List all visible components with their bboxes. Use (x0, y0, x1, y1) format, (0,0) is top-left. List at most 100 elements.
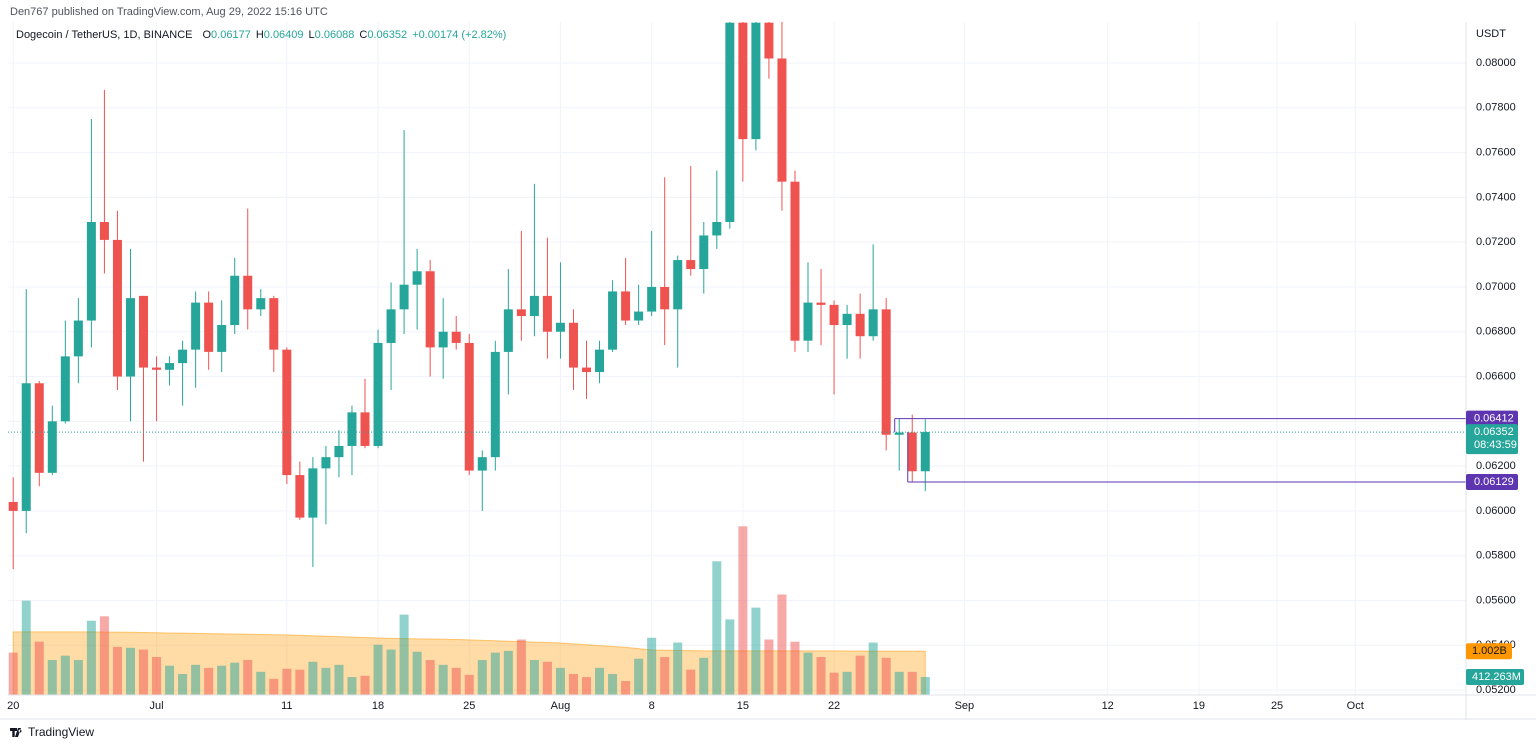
volume-bar (842, 671, 852, 695)
volume-bar (712, 561, 722, 695)
volume-bar (321, 667, 331, 695)
volume-bar (282, 668, 292, 695)
volume-bar (204, 667, 214, 695)
x-tick-label: Oct (1347, 700, 1364, 712)
volume-bar (438, 664, 448, 695)
candle-body (438, 331, 448, 348)
volume-bar (47, 660, 57, 695)
x-tick-label: 25 (1271, 700, 1283, 712)
candle-body (295, 475, 305, 518)
candle-body (712, 221, 722, 236)
candle-body (73, 320, 83, 357)
y-tick-label: 0.07800 (1476, 102, 1516, 114)
y-tick-label: 0.07200 (1476, 236, 1516, 248)
x-tick-label: 19 (1193, 700, 1205, 712)
volume-bar (8, 652, 18, 695)
candle-body (269, 298, 279, 350)
volume-bar (529, 660, 539, 695)
volume-bar (477, 660, 487, 695)
candle-body (595, 349, 605, 373)
candle-body (490, 351, 500, 458)
candle-body (894, 432, 904, 435)
candle-body (516, 309, 526, 317)
volume-bar (360, 675, 370, 695)
y-tick-label: 0.05800 (1476, 550, 1516, 562)
ohlc-letter: O (202, 29, 211, 41)
candle-body (360, 412, 370, 446)
candle-body (399, 284, 409, 310)
x-tick-label: 22 (828, 700, 840, 712)
volume-bar (464, 674, 474, 695)
candle-body (125, 298, 135, 377)
volume-bar (399, 614, 409, 695)
candle-body (660, 286, 670, 310)
volume-bar (516, 639, 526, 695)
candle-body (308, 468, 318, 518)
volume-bar (243, 660, 253, 695)
ohlc-value: 0.06409 (264, 29, 304, 41)
volume-bar (829, 672, 839, 695)
y-tick-label: 0.06200 (1476, 460, 1516, 472)
volume-bar (568, 674, 578, 695)
candle-body (34, 383, 44, 473)
volume-bar (386, 649, 396, 695)
x-tick-label: 18 (372, 700, 384, 712)
candle-body (451, 331, 461, 343)
y-tick-label: 0.06000 (1476, 505, 1516, 517)
brand-logo (9, 728, 22, 737)
volume-bar (191, 664, 201, 695)
price-line-badge (1466, 474, 1518, 491)
volume-bar (73, 660, 83, 695)
y-tick-label: 0.07000 (1476, 281, 1516, 293)
volume-bar (673, 642, 683, 695)
candle-body (334, 445, 344, 458)
candle-body (686, 260, 696, 270)
brand-name: TradingView (28, 725, 94, 739)
candle-body (425, 271, 435, 348)
y-tick-label: 0.07600 (1476, 146, 1516, 158)
volume-bar (920, 676, 930, 695)
candle-body (673, 260, 683, 310)
volume-bar (451, 667, 461, 695)
countdown: 08:43:59 (1474, 439, 1517, 451)
candle-body (920, 432, 930, 472)
volume-bar (308, 661, 318, 695)
volume-bar (165, 665, 175, 695)
ohlc-value: 0.06088 (315, 29, 355, 41)
candle-body (8, 501, 18, 511)
candle-body (842, 313, 852, 326)
volume-bar (868, 642, 878, 695)
candle-body (621, 291, 631, 321)
ohlc-value: 0.06352 (367, 29, 407, 41)
candle-body (699, 235, 709, 270)
y-tick-label: 0.05200 (1476, 684, 1516, 696)
volume-bar (256, 671, 266, 695)
candle-body (347, 412, 357, 446)
volume-bar (542, 661, 552, 695)
candle-body (634, 311, 644, 321)
volume-badge (1466, 668, 1524, 685)
volume-bar (907, 671, 917, 695)
volume-bar (660, 656, 670, 695)
price-line-label: 0.06412 (1474, 413, 1514, 425)
x-tick-label: 11 (281, 700, 292, 712)
candle-body (191, 302, 201, 350)
volume-bar (295, 669, 305, 695)
volume-bar (269, 678, 279, 695)
volume-bar (790, 641, 800, 695)
volume-bar (490, 652, 500, 695)
candle-body (777, 58, 787, 182)
candle-body (555, 322, 565, 332)
legend-title: Dogecoin / TetherUS, 1D, BINANCE (16, 29, 192, 41)
volume-bar (60, 655, 70, 695)
ohlc-value: 0.06177 (211, 29, 251, 41)
candle-body (178, 349, 188, 364)
volume-bar (425, 660, 435, 695)
volume-bar (373, 644, 383, 695)
candle-body (243, 275, 253, 310)
y-tick-label: 0.06800 (1476, 326, 1516, 338)
volume-bar (647, 637, 657, 695)
candle-body (881, 309, 891, 435)
volume-bar (699, 657, 709, 695)
